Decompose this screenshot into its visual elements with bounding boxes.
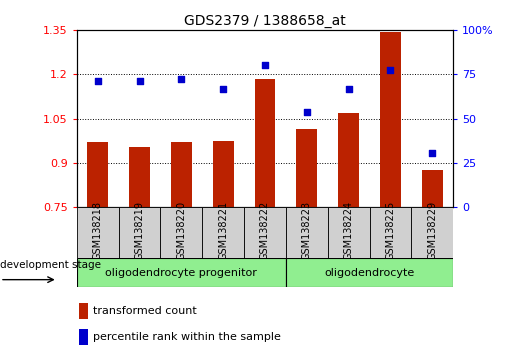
Point bbox=[344, 87, 353, 92]
Bar bbox=[161, 207, 202, 258]
Point bbox=[261, 62, 269, 68]
Text: transformed count: transformed count bbox=[93, 306, 197, 316]
Bar bbox=[286, 207, 328, 258]
Text: GSM138221: GSM138221 bbox=[218, 201, 228, 260]
Bar bbox=[129, 147, 150, 207]
Text: oligodendrocyte progenitor: oligodendrocyte progenitor bbox=[105, 268, 258, 278]
Bar bbox=[202, 207, 244, 258]
Point bbox=[177, 76, 186, 82]
Text: GSM138225: GSM138225 bbox=[385, 201, 395, 260]
Text: percentile rank within the sample: percentile rank within the sample bbox=[93, 332, 280, 342]
Bar bbox=[296, 129, 317, 207]
Bar bbox=[171, 142, 192, 207]
Bar bbox=[422, 170, 443, 207]
Point bbox=[135, 79, 144, 84]
Point bbox=[303, 110, 311, 115]
Bar bbox=[411, 207, 453, 258]
Title: GDS2379 / 1388658_at: GDS2379 / 1388658_at bbox=[184, 14, 346, 28]
Point bbox=[93, 78, 102, 84]
Bar bbox=[286, 258, 453, 287]
Bar bbox=[77, 258, 286, 287]
Text: GSM138224: GSM138224 bbox=[343, 201, 354, 260]
Text: GSM138219: GSM138219 bbox=[135, 201, 145, 260]
Bar bbox=[328, 207, 369, 258]
Bar bbox=[119, 207, 161, 258]
Bar bbox=[380, 32, 401, 207]
Text: GSM138229: GSM138229 bbox=[427, 201, 437, 260]
Text: GSM138223: GSM138223 bbox=[302, 201, 312, 260]
Text: development stage: development stage bbox=[0, 261, 101, 270]
Text: GSM138220: GSM138220 bbox=[176, 201, 187, 260]
Bar bbox=[79, 329, 88, 345]
Bar bbox=[244, 207, 286, 258]
Point bbox=[219, 87, 227, 92]
Point bbox=[428, 150, 437, 156]
Bar bbox=[254, 79, 276, 207]
Bar bbox=[369, 207, 411, 258]
Bar bbox=[213, 141, 234, 207]
Text: GSM138222: GSM138222 bbox=[260, 201, 270, 260]
Point bbox=[386, 67, 395, 73]
Text: GSM138218: GSM138218 bbox=[93, 201, 103, 260]
Bar bbox=[77, 207, 119, 258]
Bar bbox=[79, 303, 88, 319]
Bar bbox=[87, 142, 108, 207]
Text: oligodendrocyte: oligodendrocyte bbox=[324, 268, 414, 278]
Bar bbox=[338, 113, 359, 207]
